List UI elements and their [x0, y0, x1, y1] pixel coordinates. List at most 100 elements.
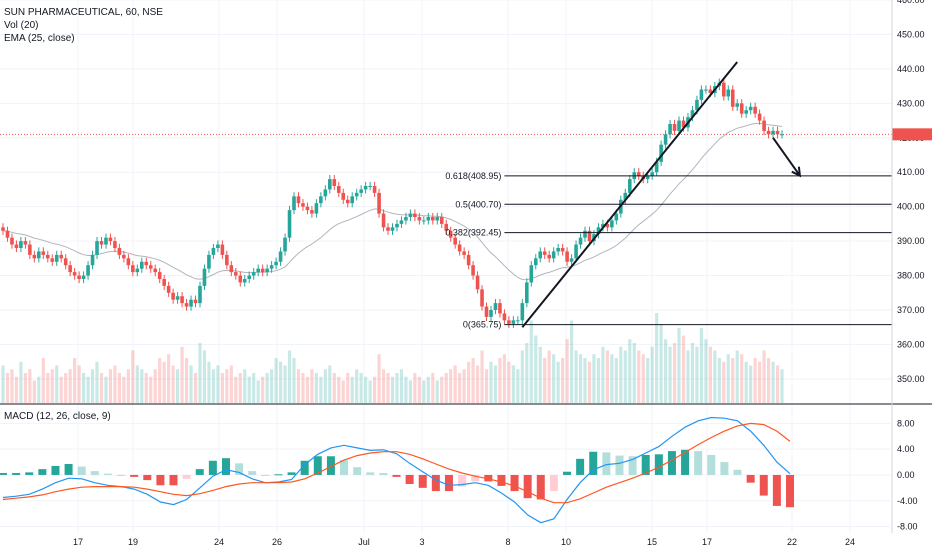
candle-body — [104, 237, 108, 245]
candle-body — [131, 265, 135, 273]
candle-body — [162, 279, 166, 286]
volume-bar — [247, 376, 251, 403]
macd-y-tick-label: 0.00 — [897, 470, 915, 480]
volume-bar — [346, 373, 350, 403]
macd-indicator-label[interactable]: MACD (12, 26, close, 9) — [4, 411, 111, 422]
candle-body — [762, 120, 766, 131]
candle-body — [296, 196, 301, 204]
candle-body — [663, 134, 668, 145]
candle-body — [32, 254, 37, 259]
candle-body — [399, 220, 404, 224]
candle-body — [189, 299, 193, 307]
macd-histogram-bar — [418, 474, 427, 488]
volume-bar — [377, 354, 381, 403]
volume-bar — [305, 376, 310, 403]
volume-bar — [749, 365, 753, 403]
candle-body — [408, 213, 413, 217]
volume-bar — [525, 343, 529, 403]
candle-body — [627, 179, 632, 193]
candle-body — [699, 89, 704, 100]
candle-body — [363, 186, 368, 190]
symbol-title[interactable]: SUN PHARMACEUTICAL, 60, NSE — [4, 7, 163, 18]
macd-histogram-bar — [576, 458, 585, 475]
candle-body — [516, 320, 520, 322]
volume-bar — [744, 361, 748, 403]
macd-y-tick-label: 8.00 — [897, 418, 915, 428]
volume-bar — [565, 339, 569, 403]
candle-body — [690, 110, 695, 118]
macd-histogram-bar — [274, 474, 283, 476]
y-tick-label: 350.00 — [897, 374, 925, 384]
volume-bar — [86, 376, 90, 403]
candle-body — [475, 275, 480, 290]
volume-bar — [708, 346, 712, 403]
volume-bar — [364, 376, 368, 403]
volume-bar — [695, 346, 699, 403]
candle-body — [404, 217, 408, 221]
volume-bar — [131, 350, 135, 403]
candle-body — [41, 251, 46, 255]
candle-body — [211, 248, 216, 255]
volume-bar — [431, 373, 435, 403]
candle-body — [556, 248, 560, 252]
candle-body — [81, 275, 86, 279]
volume-bar — [104, 376, 108, 403]
volume-bar — [556, 361, 560, 403]
trendline — [521, 61, 739, 328]
volume-bar — [637, 350, 641, 403]
volume-bar — [663, 339, 668, 403]
macd-y-tick-label: -4.00 — [897, 496, 918, 506]
candle-body — [569, 258, 574, 262]
macd-histogram-bar — [602, 452, 611, 475]
volume-bar — [614, 358, 618, 403]
volume-bar — [386, 373, 390, 403]
macd-histogram-bar — [746, 474, 755, 483]
candle-body — [184, 303, 189, 307]
macd-line — [2, 416, 791, 524]
candle-body — [498, 303, 502, 314]
candle-body — [368, 186, 372, 187]
ema-indicator-label[interactable]: EMA (25, close) — [4, 33, 75, 44]
volume-bar — [686, 350, 690, 403]
candle-body — [721, 82, 726, 97]
candle-body — [166, 285, 171, 293]
volume-bar — [690, 343, 695, 403]
candle-body — [744, 110, 748, 114]
volume-bar — [596, 358, 601, 403]
macd-histogram-bar — [536, 474, 545, 500]
macd-y-tick-label: -8.00 — [897, 522, 918, 532]
y-tick-label: 390.00 — [897, 236, 925, 246]
volume-bar — [534, 335, 538, 403]
macd-histogram-bar — [681, 449, 690, 475]
volume-bar — [296, 369, 301, 403]
y-tick-label: 380.00 — [897, 271, 925, 281]
macd-histogram-bar — [25, 472, 34, 475]
volume-bar — [140, 369, 144, 403]
volume-bar — [713, 350, 717, 403]
volume-bar — [489, 361, 493, 403]
volume-bar — [207, 361, 211, 403]
candle-body — [413, 213, 417, 217]
volume-indicator-label[interactable]: Vol (20) — [4, 20, 39, 31]
candle-body — [157, 272, 162, 279]
candle-body — [377, 192, 381, 214]
volume-bar — [319, 376, 323, 403]
candle-body — [265, 268, 269, 273]
volume-bar — [113, 365, 117, 403]
candle-body — [301, 203, 305, 207]
macd-histogram-bar — [366, 472, 375, 475]
candle-body — [668, 124, 672, 135]
candle-body — [766, 130, 771, 135]
volume-bar — [211, 369, 216, 403]
macd-histogram-bar — [667, 451, 676, 475]
macd-histogram-bar — [90, 471, 99, 475]
volume-bar — [753, 358, 757, 403]
y-tick-label: 430.00 — [897, 98, 925, 108]
candle-body — [305, 206, 310, 211]
candle-body — [14, 244, 19, 248]
volume-bar — [699, 328, 704, 403]
candle-body — [45, 254, 50, 259]
candle-body — [757, 113, 762, 121]
volume-bar — [390, 376, 395, 403]
